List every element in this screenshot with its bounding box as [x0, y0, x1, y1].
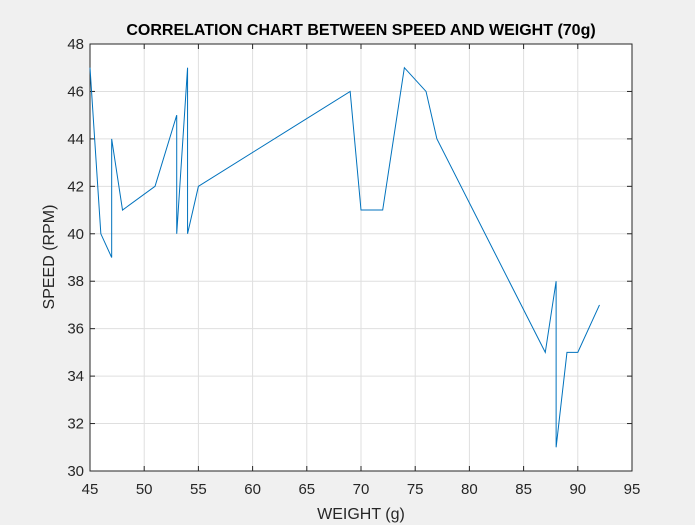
- y-tick-label: 40: [67, 226, 84, 243]
- y-tick-label: 32: [67, 416, 84, 433]
- series-line: [89, 66, 600, 448]
- x-tick-label: 85: [515, 481, 532, 498]
- y-tick-label: 48: [67, 36, 84, 53]
- y-axis-label: SPEED (RPM): [41, 205, 58, 310]
- y-tick-label: 46: [67, 83, 84, 100]
- x-tick-label: 80: [461, 481, 478, 498]
- y-tick-label: 30: [67, 463, 84, 480]
- x-tick-label: 90: [569, 481, 586, 498]
- y-tick-label: 38: [67, 273, 84, 290]
- y-tick-label: 42: [67, 178, 84, 195]
- y-tick-label: 34: [67, 368, 84, 385]
- y-tick-label: 44: [67, 131, 84, 148]
- x-tick-label: 65: [298, 481, 315, 498]
- tick-labels: 45 50 55 60 65 70 75 80 85 90 95 30 32 34 36 38 40 42 44 46…: [67, 36, 640, 498]
- chart-title: CORRELATION CHART BETWEEN SPEED AND WEIG…: [126, 22, 595, 39]
- series-layer: [89, 66, 600, 448]
- x-tick-label: 60: [244, 481, 261, 498]
- y-tick-label: 36: [67, 321, 84, 338]
- x-tick-label: 50: [136, 481, 153, 498]
- x-axis-label: WEIGHT (g): [317, 506, 405, 523]
- x-tick-label: 95: [624, 481, 641, 498]
- axes: [89, 43, 633, 472]
- x-tick-label: 75: [407, 481, 424, 498]
- x-tick-label: 55: [190, 481, 207, 498]
- x-tick-label: 70: [353, 481, 370, 498]
- x-tick-label: 45: [82, 481, 99, 498]
